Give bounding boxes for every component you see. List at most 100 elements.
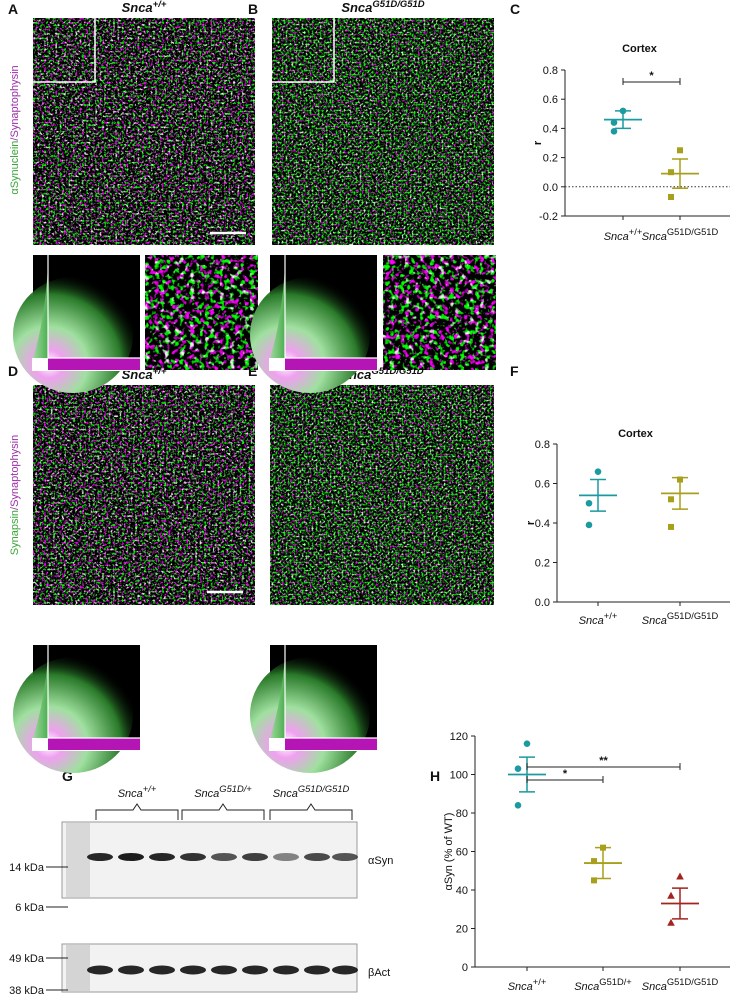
chart-title: Cortex: [618, 428, 654, 440]
genotype: +/+: [629, 227, 643, 237]
blot-group-label: SncaG51D/G51D: [273, 784, 350, 800]
data-point: [677, 147, 683, 154]
axes: [564, 70, 730, 217]
y-tick-label: 0.0: [543, 182, 558, 194]
genotype: G51D/G51D: [372, 0, 424, 10]
image-title: SncaG51D/G51D: [341, 0, 424, 15]
marker-label: 14 kDa: [9, 862, 45, 874]
gene-name: Snca: [273, 788, 298, 800]
significance-bracket: [526, 763, 681, 770]
x-tick-label: SncaG51D/G51D: [642, 977, 719, 993]
data-point: [585, 499, 593, 507]
band-bact: [87, 965, 113, 975]
genotype: +/+: [533, 977, 547, 987]
data-point: [610, 119, 618, 126]
y-axis-label: αSyn (% of WT): [443, 813, 455, 891]
data-point: [600, 844, 606, 851]
coloc-axes: [284, 645, 377, 739]
y-tick-label: 0.2: [543, 153, 558, 165]
micrograph-signal: [33, 18, 255, 245]
data-point: [668, 496, 674, 503]
genotype: +/+: [153, 366, 167, 377]
y-axis-label: r: [532, 140, 544, 145]
green-histogram: [270, 655, 285, 738]
y-tick-label: 60: [456, 847, 468, 859]
ladder-lane: [66, 823, 90, 897]
stain-green: Synapsin: [9, 510, 21, 555]
band-bact: [332, 965, 358, 975]
green-histogram: [33, 265, 48, 358]
panel-label: A: [8, 1, 18, 17]
panel-label: B: [248, 1, 258, 17]
zoom-signal: [145, 255, 258, 370]
gene-name: Snca: [118, 788, 143, 800]
panel-label: D: [8, 363, 18, 379]
band-bact: [273, 965, 299, 975]
band-asyn: [304, 853, 330, 861]
stain-label: αSynuclein/Synaptophysin: [9, 65, 21, 194]
genotype: G51D/G51D: [298, 784, 350, 794]
panel-label: G: [62, 768, 73, 784]
y-axis-label: r: [525, 520, 537, 525]
inset-box: [272, 18, 335, 83]
micrograph-signal: [270, 385, 494, 605]
marker-label: 49 kDa: [9, 953, 45, 965]
x-tick-label: Snca+/+: [579, 611, 618, 627]
magenta-fill: [285, 738, 377, 750]
panel-label: F: [510, 363, 519, 379]
gene-name: Snca: [122, 0, 153, 15]
micrograph-signal: [33, 385, 255, 605]
genotype: +/+: [143, 784, 157, 794]
x-tick-label: Snca+/+: [604, 227, 643, 243]
gene-name: Snca: [604, 231, 629, 243]
zoom-signal: [383, 255, 496, 370]
data-point: [591, 858, 597, 865]
significance-label: **: [599, 755, 608, 767]
axes: [556, 444, 730, 603]
band-bact: [304, 965, 330, 975]
significance-label: *: [563, 768, 568, 780]
genotype: G51D/G51D: [667, 977, 719, 987]
gene-name: Snca: [579, 615, 604, 627]
genotype: G51D/G51D: [667, 611, 719, 621]
y-tick-label: 0.4: [535, 518, 550, 530]
magenta-fill: [48, 738, 140, 750]
coloc-density: [250, 277, 370, 393]
band-bact: [180, 965, 206, 975]
gene-name: Snca: [642, 231, 667, 243]
data-point: [667, 918, 675, 926]
marker-label: 6 kDa: [15, 902, 45, 914]
genotype: G51D/+: [599, 977, 631, 987]
y-tick-label: 0.8: [543, 65, 558, 77]
y-tick-label: 120: [450, 731, 468, 743]
data-point: [585, 521, 593, 529]
gene-name: Snca: [341, 0, 372, 15]
band-bact: [211, 965, 237, 975]
stain-green: αSynuclein: [9, 141, 21, 195]
data-point: [677, 476, 683, 483]
gene-name: Snca: [642, 615, 667, 627]
y-tick-label: 0.6: [543, 94, 558, 106]
coloc-axes: [284, 255, 377, 359]
band-bact: [242, 965, 268, 975]
band-asyn: [87, 853, 113, 861]
y-tick-label: 100: [450, 770, 468, 782]
marker-label: 38 kDa: [9, 985, 45, 997]
brace: [269, 803, 353, 820]
band-asyn: [332, 853, 358, 861]
data-point: [667, 891, 675, 899]
panel-label: C: [510, 1, 520, 17]
significance-bracket: [526, 776, 604, 783]
brace: [95, 803, 179, 820]
genotype: G51D/G51D: [667, 227, 719, 237]
panel-label: E: [248, 363, 257, 379]
coloc-axes: [47, 255, 140, 359]
blot-group-label: Snca+/+: [118, 784, 157, 800]
x-tick-label: SncaG51D/G51D: [642, 611, 719, 627]
coloc-density: [13, 657, 133, 773]
band-asyn: [273, 853, 299, 861]
x-tick-label: SncaG51D/G51D: [642, 227, 719, 243]
coloc-axes: [47, 645, 140, 739]
magenta-fill: [285, 358, 377, 370]
